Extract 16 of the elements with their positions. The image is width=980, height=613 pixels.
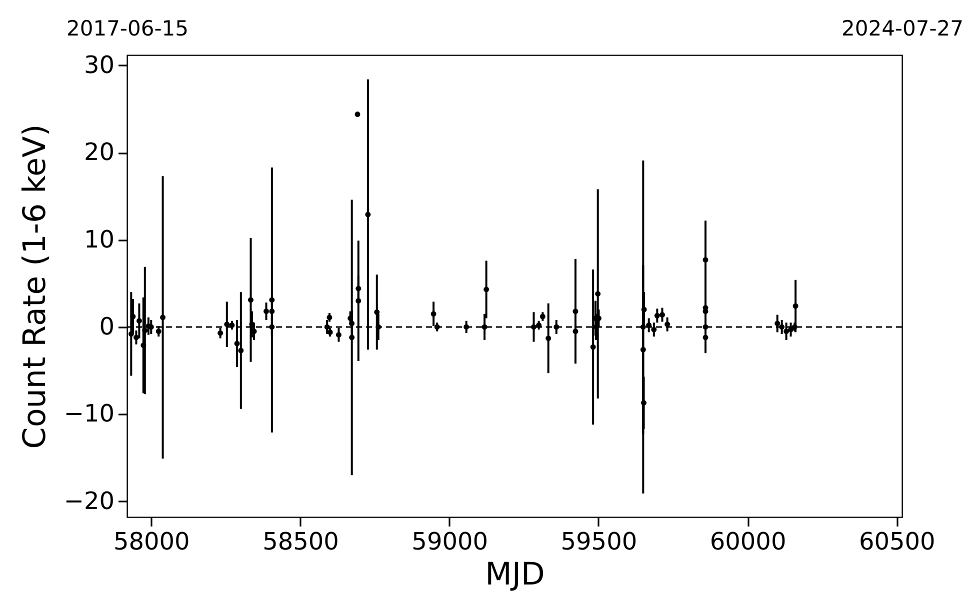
y-tick-label: 0 bbox=[99, 312, 114, 340]
x-tick-label: 59000 bbox=[412, 528, 488, 556]
y-tick-label: 20 bbox=[84, 138, 114, 166]
x2-tick-label: 2024-07-27 bbox=[841, 16, 964, 40]
y-tick-label: 30 bbox=[84, 50, 114, 79]
x-axis-title: MJD bbox=[485, 556, 545, 592]
x-tick-label: 60000 bbox=[710, 528, 786, 556]
x-tick-label: 60500 bbox=[858, 528, 936, 556]
y-tick-label: −10 bbox=[64, 400, 114, 428]
y-axis-title: Count Rate (1-6 keV) bbox=[16, 124, 53, 449]
x-tick-label: 58000 bbox=[113, 528, 190, 556]
x-tick-label: 58500 bbox=[262, 528, 339, 556]
y-tick-label: 10 bbox=[84, 225, 114, 254]
x2-tick-label: 2017-06-15 bbox=[66, 16, 189, 40]
y-tick-label: −20 bbox=[64, 486, 114, 515]
x-tick-label: 59500 bbox=[560, 528, 638, 556]
